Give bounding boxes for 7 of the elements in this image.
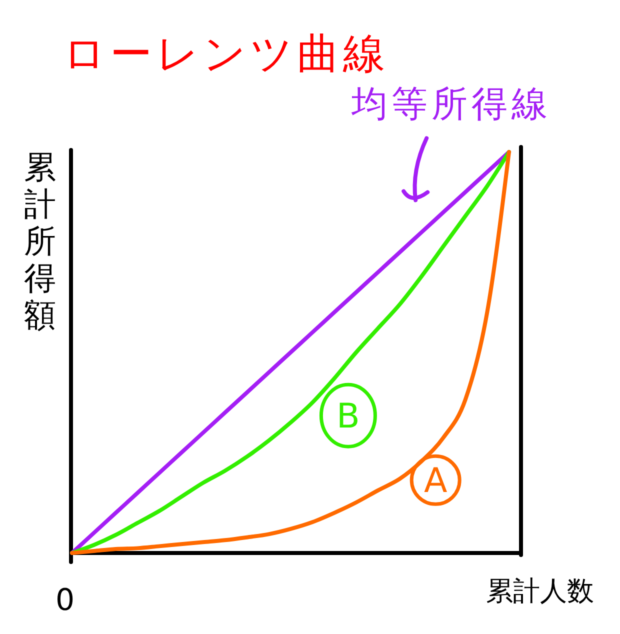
series-label: A xyxy=(424,461,448,502)
y-axis-title: 累計所得額 xyxy=(24,148,56,334)
x-axis-title: 累計人数 xyxy=(486,576,594,607)
series-label: B xyxy=(336,396,360,437)
text: 0 xyxy=(55,583,75,618)
chart-title: ローレンツ曲線 xyxy=(63,29,389,78)
series-label: 均等所得線 xyxy=(350,84,552,126)
